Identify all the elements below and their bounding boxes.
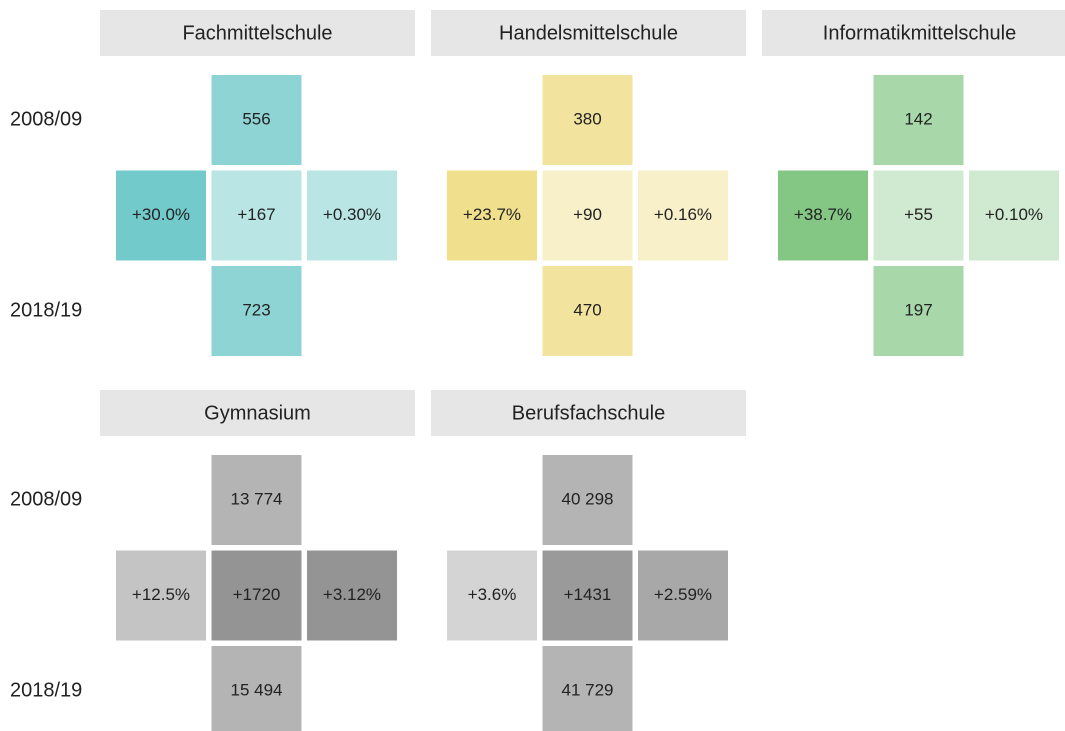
cell-value: +0.10% bbox=[985, 205, 1043, 224]
cell bbox=[307, 170, 397, 261]
panel-header bbox=[762, 10, 1065, 56]
cell-value: +2.59% bbox=[654, 585, 712, 604]
cell-value: 470 bbox=[573, 300, 601, 319]
panel-title: Fachmittelschule bbox=[182, 22, 332, 44]
panel-title: Gymnasium bbox=[204, 402, 311, 424]
cell bbox=[542, 170, 633, 261]
cell-value: +3.6% bbox=[468, 585, 517, 604]
cell bbox=[116, 170, 206, 261]
cell-value: +23.7% bbox=[463, 205, 521, 224]
cell-value: 197 bbox=[904, 300, 932, 319]
cell bbox=[778, 170, 868, 261]
cell bbox=[542, 646, 633, 731]
panel-header bbox=[100, 390, 415, 436]
year-label: 2018/19 bbox=[10, 299, 82, 321]
cell bbox=[211, 455, 302, 545]
cell bbox=[969, 170, 1059, 261]
panel-header bbox=[100, 10, 415, 56]
cell bbox=[638, 170, 728, 261]
cell bbox=[873, 266, 964, 356]
cell-value: 41 729 bbox=[562, 680, 614, 699]
cell-value: 15 494 bbox=[231, 680, 283, 699]
cell bbox=[307, 550, 397, 641]
year-label: 2018/19 bbox=[10, 679, 82, 701]
cell-value: 380 bbox=[573, 109, 601, 128]
cell bbox=[211, 646, 302, 731]
panel-header bbox=[431, 10, 746, 56]
panel-title: Berufsfachschule bbox=[512, 402, 665, 424]
cell-value: 723 bbox=[242, 300, 270, 319]
cell bbox=[211, 266, 302, 356]
cell-value: +0.16% bbox=[654, 205, 712, 224]
cell-value: +12.5% bbox=[132, 585, 190, 604]
year-label: 2008/09 bbox=[10, 108, 82, 130]
cell-value: +3.12% bbox=[323, 585, 381, 604]
cell-value: +1720 bbox=[233, 585, 281, 604]
cell bbox=[542, 455, 633, 545]
cell-value: +0.30% bbox=[323, 205, 381, 224]
cell-value: +30.0% bbox=[132, 205, 190, 224]
cell bbox=[211, 550, 302, 641]
cell-value: 142 bbox=[904, 109, 932, 128]
cell bbox=[542, 75, 633, 165]
cell bbox=[116, 550, 206, 641]
cell bbox=[873, 75, 964, 165]
cell-value: +1431 bbox=[564, 585, 612, 604]
cell bbox=[447, 170, 537, 261]
cell bbox=[447, 550, 537, 641]
cell bbox=[638, 550, 728, 641]
cell bbox=[542, 266, 633, 356]
panel-title: Informatikmittelschule bbox=[823, 22, 1016, 44]
cell-value: +90 bbox=[573, 205, 602, 224]
cell-value: 40 298 bbox=[562, 489, 614, 508]
cell-value: +167 bbox=[237, 205, 275, 224]
cell bbox=[211, 170, 302, 261]
cell-value: +55 bbox=[904, 205, 933, 224]
panel-title: Handelsmittelschule bbox=[499, 22, 678, 44]
year-label: 2008/09 bbox=[10, 488, 82, 510]
cell-value: +38.7% bbox=[794, 205, 852, 224]
cell-value: 13 774 bbox=[231, 489, 283, 508]
cell bbox=[873, 170, 964, 261]
cell-value: 556 bbox=[242, 109, 270, 128]
cell bbox=[211, 75, 302, 165]
panel-header bbox=[431, 390, 746, 436]
cell bbox=[542, 550, 633, 641]
